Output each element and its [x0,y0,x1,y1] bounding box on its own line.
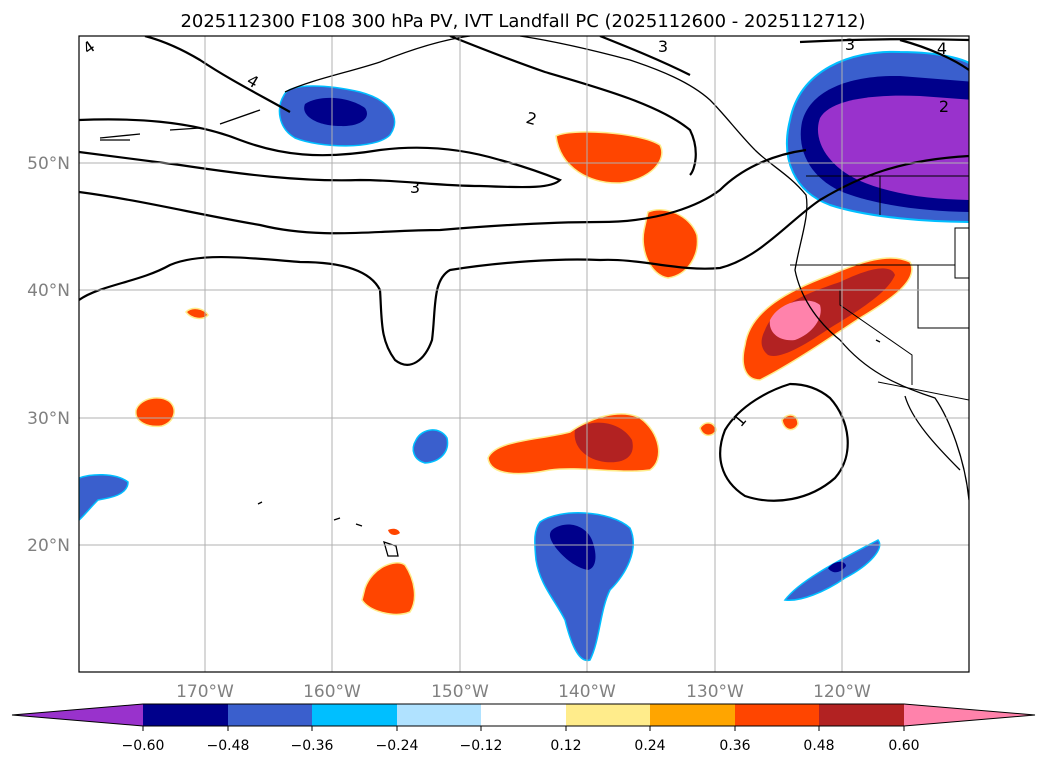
contour-2 [449,36,697,176]
positive-anomaly-area [642,209,699,279]
colorbar-tick-label: −0.60 [122,738,165,754]
contour-label: 3 [845,35,855,54]
lon-tick-label: 130°W [686,682,744,702]
state-borders [790,175,969,401]
negative-anomaly-area [412,429,449,464]
contour-label: 3 [658,37,668,56]
positive-anomaly-area [781,414,799,431]
contour-1 [719,382,849,502]
map-frame [78,35,970,673]
negative-anomaly-core [549,524,596,570]
colorbar-tick-label: 0.24 [634,738,665,754]
baja-california-coast [904,395,961,471]
lon-tick-label: 150°W [431,682,489,702]
colorbar-extend-max [904,704,1035,726]
colorbar-extend-min [12,704,143,726]
lon-tick-label: 120°W [813,682,871,702]
colorbar-segment [819,704,904,726]
aleutian-islands [99,109,261,141]
lat-tick-label: 20°N [27,536,70,556]
lat-tick-label: 30°N [27,409,70,429]
lat-tick-label: 50°N [27,154,70,174]
colorbar-tick-label: −0.24 [376,738,419,754]
contour-3 [79,148,807,235]
gridlines [79,36,969,672]
lon-tick-label: 160°W [303,682,361,702]
channel-islands [875,339,881,343]
colorbar-tick-label: 0.12 [550,738,581,754]
north-america-coastline [754,149,969,501]
strong-negative-anomaly-core [818,95,969,200]
strong-positive-anomaly-core [769,300,821,341]
colorbar-segment [228,704,312,726]
anomaly-fill-areas [79,50,969,661]
contour-label: 2 [939,97,949,116]
positive-anomaly-area [185,307,209,320]
mexico-border [877,381,969,401]
colorbar-segment [312,704,397,726]
contour-3 [599,36,691,76]
contour-label: 2 [524,108,539,129]
alaska-canada-coast [519,36,756,151]
contour-2 [79,154,969,366]
contour-3 [799,38,969,44]
coastlines [99,36,969,557]
negative-anomaly-core [304,97,368,127]
pv-contours [79,36,969,502]
colorbar: −0.60 −0.48 −0.36 −0.24 −0.12 0.12 0.24 … [11,703,1036,754]
colorbar-ticks [142,726,905,731]
colorbar-segment [566,704,650,726]
alaska-peninsula [284,36,471,93]
colorbar-segment [397,704,481,726]
colorbar-tick-label: −0.48 [207,738,250,754]
contour-4 [899,38,969,71]
lat-tick-label: 40°N [27,281,70,301]
colorbar-tick-label: 0.36 [719,738,750,754]
contour-label: 4 [937,39,947,58]
positive-anomaly-area [388,528,400,535]
map-title: 2025112300 F108 300 hPa PV, IVT Landfall… [180,11,865,32]
positive-anomaly-core [574,422,633,463]
colorbar-segment [143,704,228,726]
colorbar-tick-label: 0.60 [888,738,919,754]
hawaiian-islands [257,501,399,557]
colorbar-tick-label: −0.36 [291,738,334,754]
positive-anomaly-area [699,422,717,437]
contour-3 [79,118,562,189]
contour-4 [144,36,291,113]
positive-anomaly-area [135,397,175,428]
longitude-tick-labels: 170°W 160°W 150°W 140°W 130°W 120°W [176,682,871,702]
colorbar-segment [735,704,819,726]
california-nevada-border [839,290,913,385]
map-panel: 4 4 3 3 4 2 2 3 1 [78,35,970,673]
negative-anomaly-area [79,474,129,521]
positive-anomaly-area [361,562,416,616]
lon-tick-label: 170°W [176,682,234,702]
interior-borders [879,176,969,329]
colorbar-tick-label: 0.48 [803,738,834,754]
positive-anomaly-area [555,131,663,184]
contour-label: 3 [410,178,420,197]
lon-tick-label: 140°W [558,682,616,702]
colorbar-tick-label: −0.12 [460,738,503,754]
colorbar-segment [650,704,735,726]
latitude-tick-labels: 50°N 40°N 30°N 20°N [27,154,70,556]
colorbar-segment [481,704,566,726]
